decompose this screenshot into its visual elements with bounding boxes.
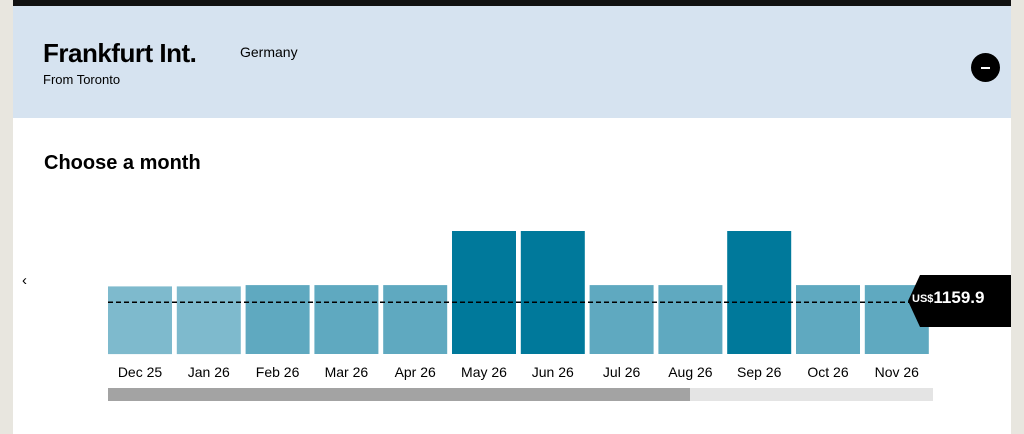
destination-header: Frankfurt Int. Germany From Toronto <box>13 6 1011 118</box>
month-bar[interactable] <box>108 286 172 355</box>
destination-panel: Frankfurt Int. Germany From Toronto Choo… <box>13 0 1011 434</box>
top-divider <box>13 0 1011 6</box>
month-label[interactable]: Jun 26 <box>531 364 574 380</box>
price-currency: US$ <box>912 293 934 305</box>
month-label[interactable]: Jul 26 <box>602 364 641 380</box>
price-tag-text: US$1159.9 <box>912 288 984 308</box>
month-bar[interactable] <box>452 231 516 354</box>
month-bar[interactable] <box>658 285 723 354</box>
month-label[interactable]: May 26 <box>461 364 507 380</box>
month-bar[interactable] <box>727 231 792 354</box>
section-title: Choose a month <box>44 152 201 174</box>
month-label[interactable]: Nov 26 <box>874 364 919 380</box>
month-bar[interactable] <box>520 231 585 354</box>
scroll-thumb[interactable] <box>108 388 690 401</box>
month-label[interactable]: Aug 26 <box>668 364 713 380</box>
month-label[interactable]: Jan 26 <box>187 364 230 380</box>
price-tag-shape <box>908 275 1011 327</box>
month-label[interactable]: Apr 26 <box>394 364 436 380</box>
month-bar[interactable] <box>245 285 310 354</box>
prev-months-button[interactable]: ‹ <box>22 272 27 289</box>
month-label[interactable]: Feb 26 <box>255 364 300 380</box>
month-label[interactable]: Dec 25 <box>117 364 163 380</box>
destination-country: Germany <box>240 44 298 60</box>
minus-icon <box>981 67 990 69</box>
month-bar[interactable] <box>314 285 379 354</box>
price-value: 1159.9 <box>933 288 985 307</box>
month-label[interactable]: Mar 26 <box>324 364 369 380</box>
month-label[interactable]: Sep 26 <box>737 364 782 380</box>
destination-name: Frankfurt Int. <box>43 38 197 68</box>
month-bar[interactable] <box>589 285 654 354</box>
origin-text: From Toronto <box>43 72 121 87</box>
next-months-button[interactable]: › <box>1004 272 1009 289</box>
month-bar[interactable] <box>176 286 241 355</box>
collapse-button[interactable] <box>971 53 1000 82</box>
month-bar[interactable] <box>383 285 448 354</box>
month-bar[interactable] <box>796 285 860 354</box>
price-tag <box>908 275 1011 327</box>
month-label[interactable]: Oct 26 <box>807 364 849 380</box>
